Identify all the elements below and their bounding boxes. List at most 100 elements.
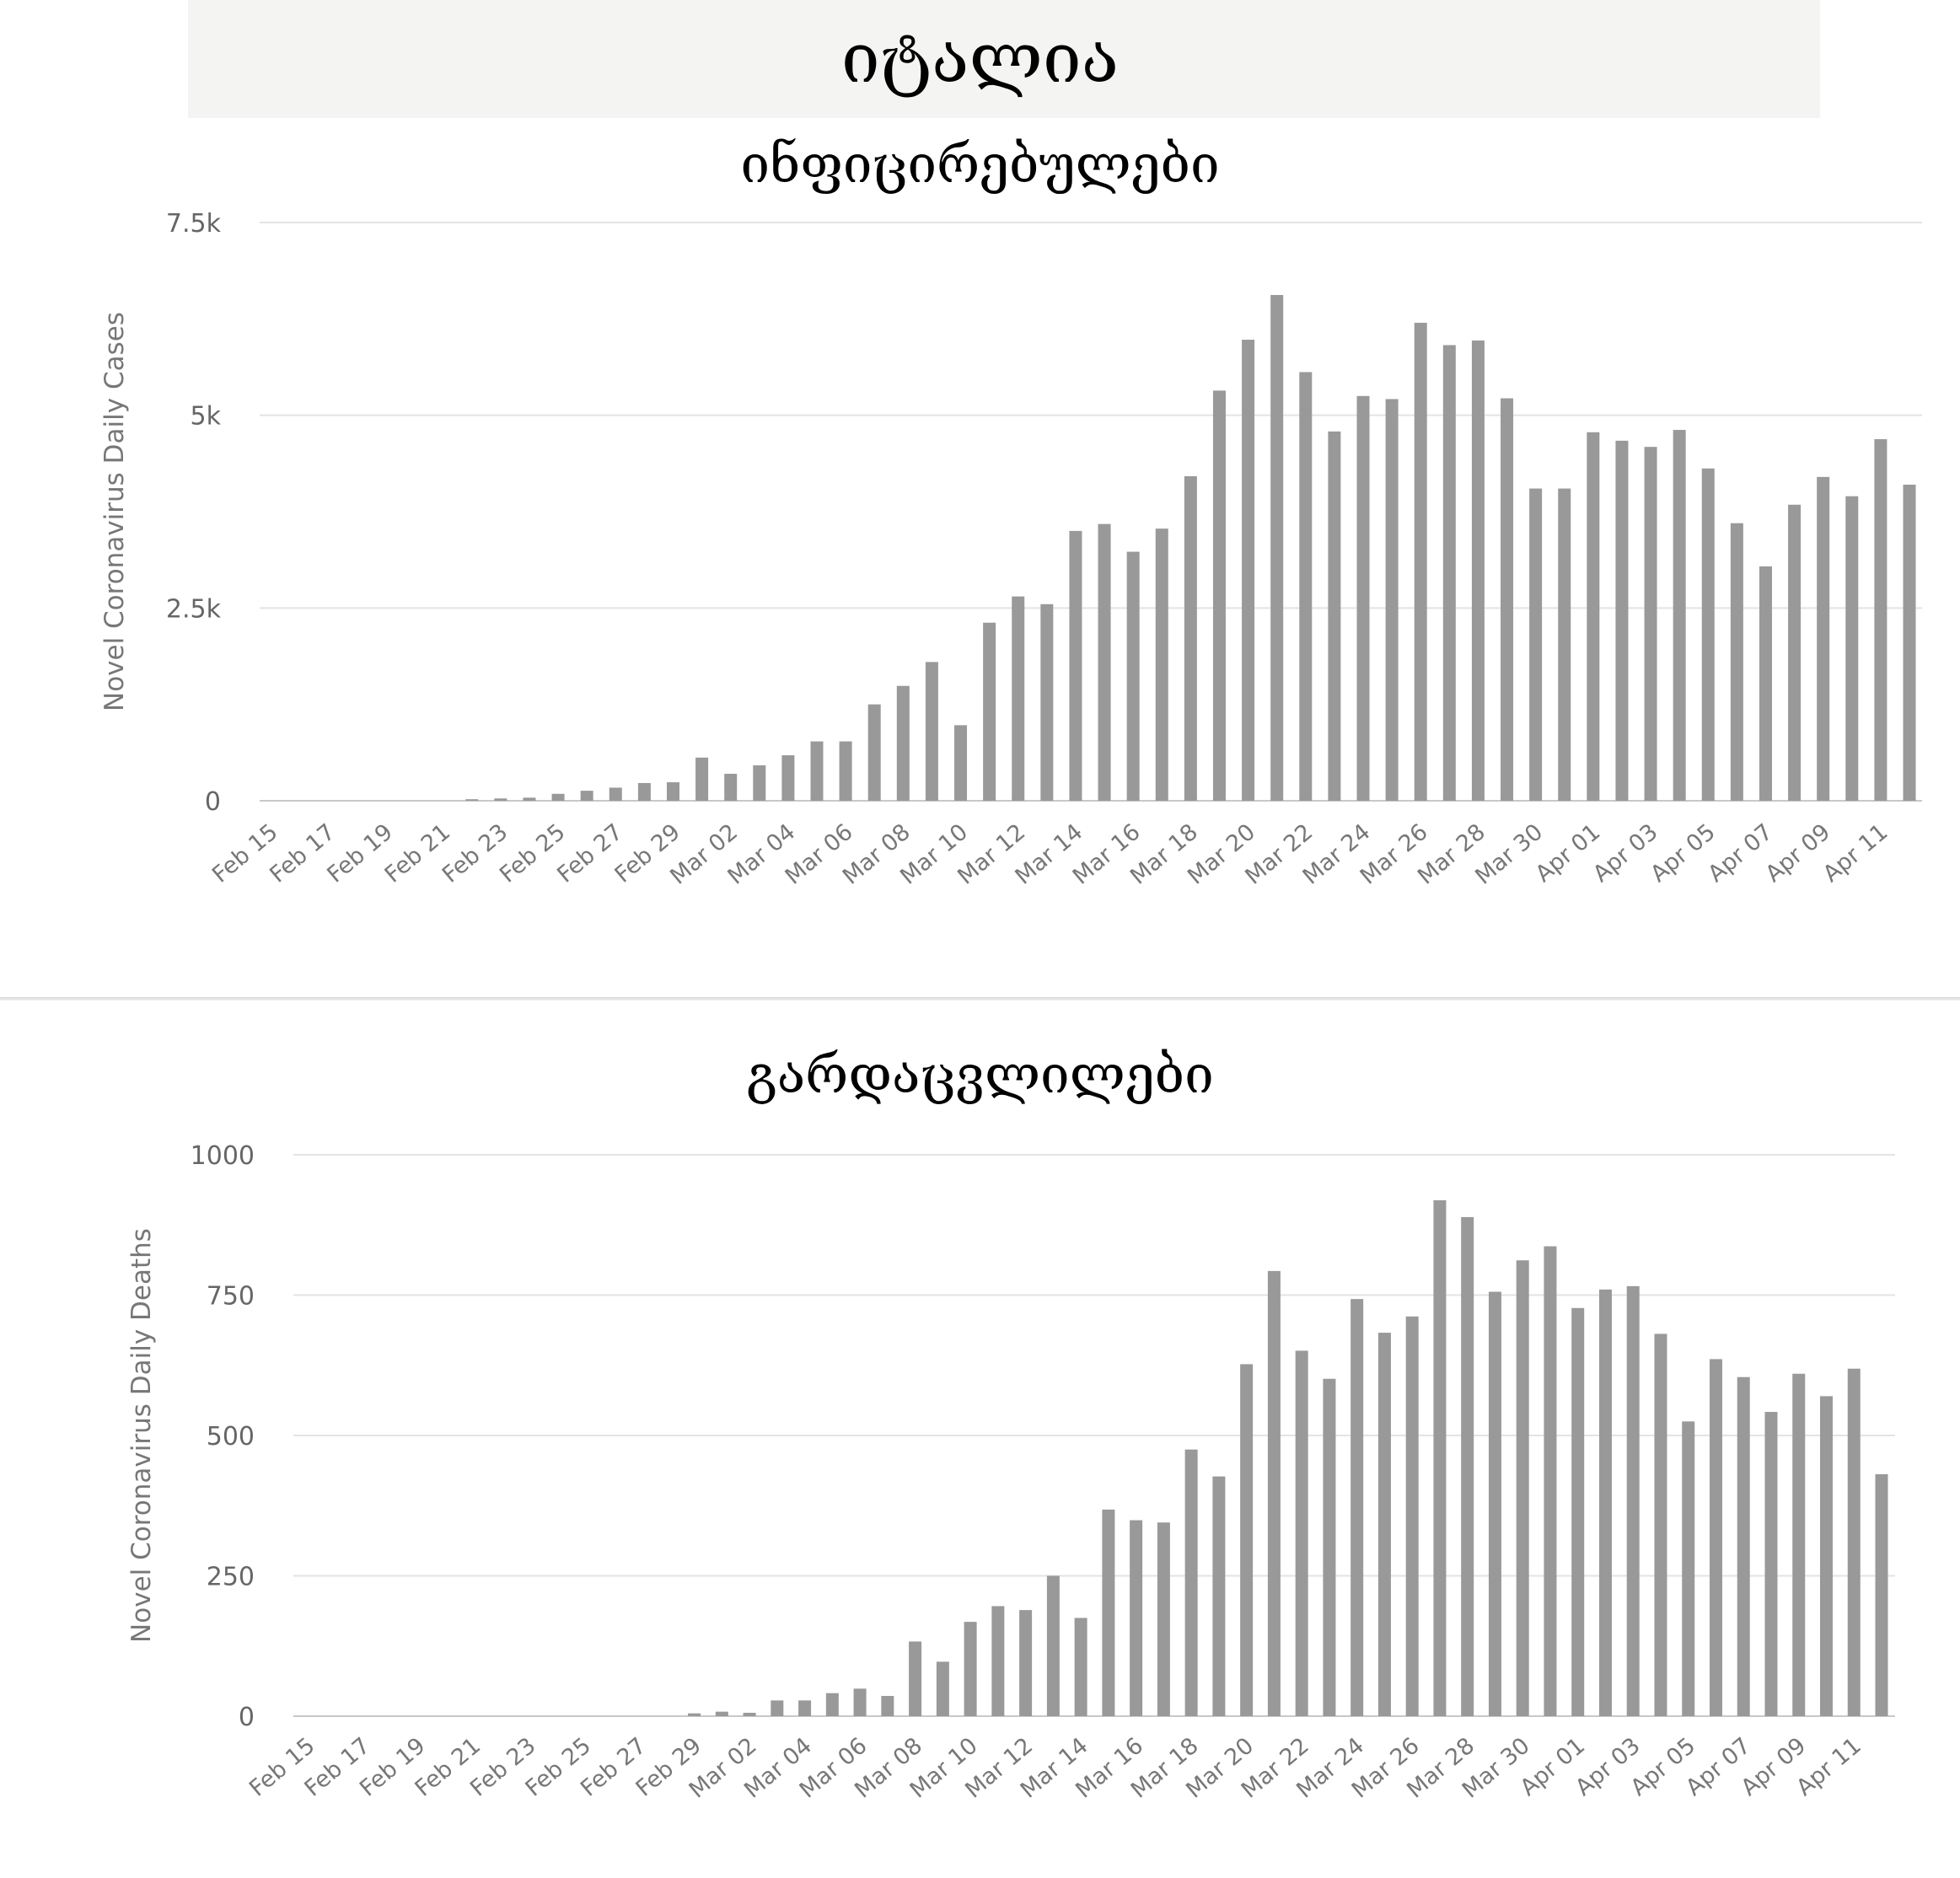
bar: [724, 773, 738, 801]
cases-chart: 0 2.5k 5k 7.5k Novel Coronavirus Daily Cases…: [99, 209, 1922, 890]
bar: [896, 685, 910, 801]
bar: [1212, 390, 1226, 801]
bar: [1615, 440, 1629, 801]
bar: [1270, 294, 1284, 802]
bar: [1040, 604, 1054, 801]
bar: [715, 1711, 728, 1716]
bar: [580, 791, 593, 801]
bar: [867, 704, 881, 801]
bar: [1012, 596, 1025, 801]
y-axis-label: Novel Coronavirus Daily Cases: [99, 312, 130, 711]
bar: [523, 797, 536, 801]
bar: [666, 782, 679, 801]
title-band: [188, 0, 1820, 118]
bar: [909, 1641, 922, 1716]
bar: [1654, 1333, 1667, 1716]
bar: [1019, 1610, 1033, 1716]
bar: [1792, 1373, 1806, 1716]
bar: [609, 787, 622, 801]
y-tick-label: 750: [207, 1282, 255, 1312]
bar: [771, 1700, 784, 1716]
y-tick-label: 7.5k: [166, 209, 222, 239]
bar: [1501, 398, 1514, 801]
bar: [1377, 1333, 1391, 1716]
bar: [1875, 1473, 1888, 1716]
bar: [1323, 1378, 1336, 1716]
bar: [1046, 1575, 1060, 1716]
deaths-chart-title: გარდაცვლილები: [746, 1044, 1214, 1105]
bar: [1242, 340, 1255, 802]
bar: [964, 1622, 977, 1716]
bar: [1471, 340, 1485, 802]
bar: [1626, 1285, 1640, 1716]
bar: [825, 1693, 839, 1716]
bar: [1328, 431, 1341, 801]
bar: [1598, 1289, 1612, 1716]
bar: [1817, 476, 1830, 801]
bar: [1587, 432, 1600, 801]
bar: [1351, 1299, 1364, 1716]
bar: [465, 799, 479, 801]
bar: [1184, 475, 1197, 801]
bar: [743, 1713, 756, 1716]
bar: [1682, 1421, 1695, 1716]
bar: [1442, 345, 1456, 801]
bar: [839, 741, 852, 801]
bar: [1730, 523, 1743, 801]
bar: [1074, 1618, 1087, 1716]
bar: [1571, 1307, 1585, 1716]
bar: [1295, 1350, 1308, 1716]
bar: [1847, 1368, 1861, 1716]
y-tick-label: 500: [207, 1422, 255, 1451]
bar: [1157, 1522, 1170, 1716]
bar: [1737, 1376, 1750, 1716]
bar: [1385, 399, 1399, 801]
bar: [1788, 504, 1802, 801]
bar: [637, 782, 651, 801]
bar: [1184, 1449, 1198, 1716]
cases-chart-title: ინფიცირებულები: [740, 133, 1220, 195]
bar: [1102, 1509, 1115, 1716]
bar: [1069, 530, 1082, 801]
bar: [810, 741, 824, 801]
bar: [954, 725, 968, 801]
bar: [1267, 1270, 1281, 1716]
y-tick-label: 250: [207, 1563, 255, 1592]
bar: [1644, 447, 1657, 801]
bar: [1759, 566, 1772, 801]
y-tick-label: 5k: [191, 402, 222, 432]
bar: [1709, 1359, 1722, 1716]
bar: [1558, 488, 1571, 801]
bar: [1764, 1412, 1778, 1716]
bar: [1461, 1216, 1474, 1716]
bar: [1155, 529, 1168, 801]
bar: [1126, 551, 1140, 801]
bar: [1098, 523, 1111, 801]
bar: [1874, 439, 1888, 801]
bar: [688, 1713, 701, 1716]
y-tick-label: 1000: [191, 1141, 255, 1171]
bar: [1212, 1476, 1226, 1716]
y-tick-label: 0: [239, 1703, 255, 1732]
bar: [1845, 496, 1859, 801]
y-axis-label: Novel Coronavirus Daily Deaths: [126, 1228, 157, 1643]
bar: [936, 1661, 949, 1716]
bar: [1544, 1246, 1557, 1716]
bar: [853, 1688, 867, 1716]
bar: [1414, 322, 1427, 801]
bar: [991, 1606, 1005, 1716]
bar: [1819, 1396, 1833, 1716]
bar: [1903, 484, 1916, 801]
bar: [983, 622, 996, 801]
bar: [1488, 1291, 1501, 1716]
page-title: იტალია: [840, 19, 1120, 99]
bar: [1433, 1199, 1447, 1716]
bar: [1130, 1520, 1143, 1716]
bar: [551, 793, 565, 801]
y-tick-label: 0: [205, 787, 221, 817]
bar: [1405, 1316, 1419, 1716]
bar: [798, 1700, 812, 1716]
bar: [494, 798, 507, 801]
bar: [1701, 468, 1715, 801]
